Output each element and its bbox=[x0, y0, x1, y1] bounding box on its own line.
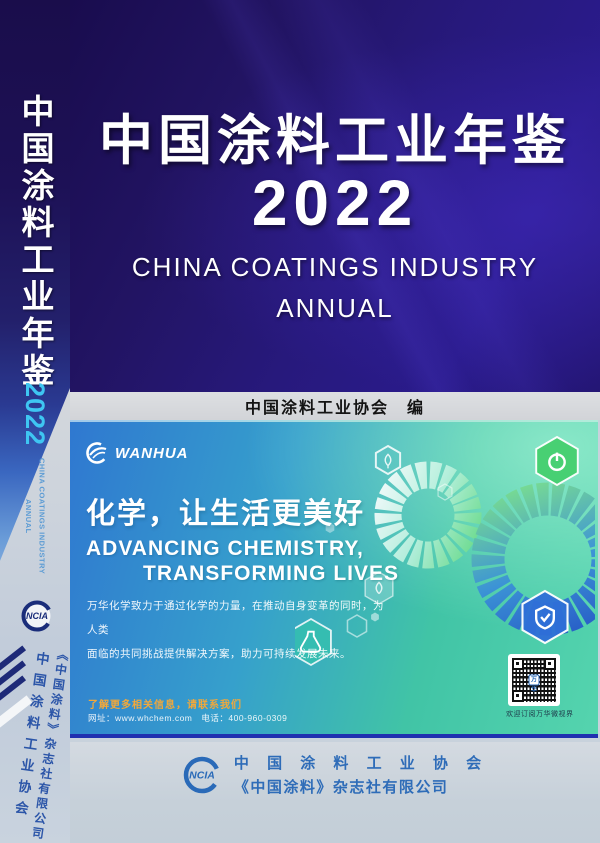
spine-english-line2: ANNUAL bbox=[24, 498, 33, 534]
book-spine: 中国涂料工业年鉴 2022 CHINA COATINGS INDUSTRY AN… bbox=[0, 0, 70, 843]
qr-finder-icon bbox=[512, 658, 524, 670]
spine-english-line1: CHINA COATINGS INDUSTRY bbox=[37, 458, 47, 575]
ad-body-line1: 万华化学致力于通过化学的力量，在推动自身变革的同时，为人类 bbox=[87, 600, 384, 637]
shield-hexagon-icon bbox=[521, 589, 569, 645]
publisher-footer: NCIA 中 国 涂 料 工 业 协 会 《中国涂料》杂志社有限公司 bbox=[70, 742, 600, 843]
editor-line: 中国涂料工业协会 编 bbox=[244, 400, 425, 417]
qr-center-logo: 万华 bbox=[528, 674, 540, 694]
qr-code-block: 万华 欢迎订阅万华微视界 bbox=[506, 654, 574, 719]
leaf-hexagon-icon bbox=[374, 445, 402, 475]
ncia-footer-logo-icon: NCIA bbox=[182, 755, 222, 795]
qr-caption: 欢迎订阅万华微视界 bbox=[506, 711, 574, 718]
spine-year: 2022 bbox=[19, 382, 50, 447]
loop-left-ring bbox=[374, 461, 482, 569]
power-hexagon-icon bbox=[535, 435, 579, 487]
spine-title: 中国涂料工业年鉴 bbox=[17, 94, 54, 390]
wanhua-logo: WANHUA bbox=[86, 442, 189, 464]
editor-band: 中国涂料工业协会 编 bbox=[70, 392, 600, 420]
ad-body-line2: 面临的共同挑战提供解决方案，助力可持续发展未来。 bbox=[87, 648, 351, 661]
ncia-logo-text: NCIA bbox=[26, 611, 48, 621]
book-year: 2022 bbox=[251, 167, 419, 239]
ad-headline-en-line2: TRANSFORMING LIVES bbox=[143, 562, 400, 585]
wanhua-brand-name: WANHUA bbox=[115, 444, 189, 462]
qr-finder-icon bbox=[544, 658, 556, 670]
loop-right-ring bbox=[471, 482, 595, 636]
qr-finder-icon bbox=[512, 690, 524, 702]
book-english-title-line1: CHINA COATINGS INDUSTRY bbox=[131, 252, 539, 282]
ad-contact-info: 网址：www.whchem.com 电话：400-960-0309 bbox=[88, 713, 288, 723]
wanhua-ad-banner: WANHUA 化学，让生活更美好 ADVANCING CHEMISTRY, TR… bbox=[70, 420, 598, 738]
ncia-logo-icon: NCIA bbox=[20, 599, 54, 633]
wanhua-logo-icon bbox=[86, 442, 108, 464]
ad-body-text: 万华化学致力于通过化学的力量，在推动自身变革的同时，为人类 面临的共同挑战提供解… bbox=[87, 594, 387, 666]
ad-headline-en-line1: ADVANCING CHEMISTRY, bbox=[86, 537, 364, 560]
book-english-title-line2: ANNUAL bbox=[276, 293, 394, 323]
book-title: 中国涂料工业年鉴 bbox=[99, 111, 571, 171]
cover-title-section: 中国涂料工业年鉴 2022 CHINA COATINGS INDUSTRY AN… bbox=[70, 0, 600, 392]
spine-english-subtitle: CHINA COATINGS INDUSTRY ANNUAL bbox=[22, 458, 49, 574]
footer-association-name: 中 国 涂 料 工 业 协 会 bbox=[233, 755, 489, 772]
ad-contact-cta: 了解更多相关信息，请联系我们 bbox=[88, 700, 242, 711]
footer-publisher-name: 《中国涂料》杂志社有限公司 bbox=[233, 779, 449, 796]
ad-headline-cn: 化学，让生活更美好 bbox=[86, 498, 366, 530]
ncia-footer-logo-text: NCIA bbox=[189, 769, 215, 781]
qr-code: 万华 bbox=[508, 654, 560, 706]
tiny-hexagon bbox=[437, 483, 453, 501]
